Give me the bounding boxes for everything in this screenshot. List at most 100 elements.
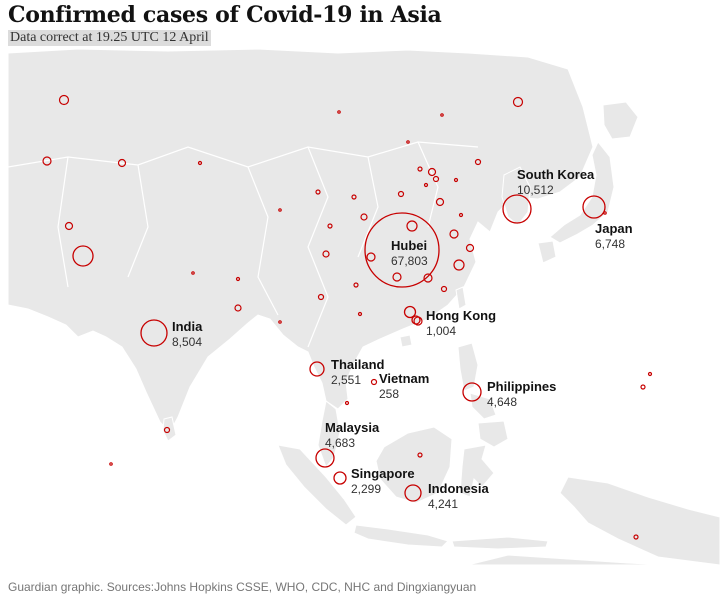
pakistan-marker [72, 245, 94, 267]
new-guinea [559, 476, 720, 565]
malaysia-label-value: 4,683 [325, 436, 355, 450]
case-marker [647, 371, 653, 377]
case-marker [432, 175, 440, 183]
case-marker [397, 190, 405, 198]
map-labels: Hubei 67,803 South Korea 10,512 Japan 6,… [172, 167, 633, 511]
hong-kong-label-value: 1,004 [426, 324, 456, 338]
case-marker [440, 285, 448, 293]
thailand-label-value: 2,551 [331, 373, 361, 387]
case-marker [353, 282, 359, 288]
case-marker [423, 182, 429, 188]
malaysia-label-name: Malaysia [325, 420, 380, 435]
case-marker [235, 276, 241, 282]
land-layer [8, 48, 720, 565]
singapore-label-value: 2,299 [351, 482, 381, 496]
case-marker [315, 189, 321, 195]
case-marker [440, 113, 444, 117]
source-footer: Guardian graphic. Sources:Johns Hopkins … [8, 580, 477, 594]
sulawesi [459, 444, 495, 498]
chart-subtitle: Data correct at 19.25 UTC 12 April [8, 30, 211, 46]
indonesia-label-value: 4,241 [428, 497, 458, 511]
mainland-asia [8, 48, 594, 433]
case-marker [453, 259, 465, 271]
case-marker [109, 462, 113, 466]
case-marker [458, 212, 464, 218]
hong-kong-marker [403, 305, 417, 319]
japan-label-value: 6,748 [595, 237, 625, 251]
macau-marker [411, 315, 421, 325]
india-label-value: 8,504 [172, 335, 202, 349]
case-marker [633, 534, 639, 540]
case-marker [370, 378, 378, 386]
case-marker [351, 194, 357, 200]
india-marker [140, 319, 168, 347]
malay-peninsula [317, 400, 341, 469]
philippines-label-name: Philippines [487, 379, 556, 394]
case-marker [406, 140, 410, 144]
malaysia-marker [315, 448, 335, 468]
border-lines [8, 141, 479, 348]
india-label-name: India [172, 319, 203, 334]
case-marker [465, 243, 475, 253]
thailand-marker [309, 361, 325, 377]
case-marker [512, 96, 524, 108]
asia-map: Hubei 67,803 South Korea 10,512 Japan 6,… [8, 47, 720, 565]
case-marker [417, 166, 423, 172]
case-marker [317, 293, 325, 301]
indonesia-marker [404, 484, 422, 502]
labeled-markers [72, 194, 606, 502]
japan-label-name: Japan [595, 221, 633, 236]
philippines-marker [462, 382, 482, 402]
case-marker [449, 229, 459, 239]
australia [467, 554, 669, 565]
case-marker [337, 110, 341, 114]
hong-kong-label-name: Hong Kong [426, 308, 496, 323]
case-marker [58, 94, 70, 106]
south-korea-marker [502, 194, 532, 224]
case-marker [640, 384, 646, 390]
case-marker [417, 452, 423, 458]
hainan [399, 334, 413, 348]
case-marker [453, 177, 459, 183]
case-marker [406, 220, 418, 232]
case-marker [64, 221, 74, 231]
south-korea-label-name: South Korea [517, 167, 595, 182]
thailand-label-name: Thailand [331, 357, 385, 372]
case-marker [322, 250, 330, 258]
japan-marker [582, 195, 606, 219]
japan-kyushu [537, 240, 557, 264]
borneo [375, 426, 453, 504]
hubei-label-name: Hubei [391, 238, 427, 253]
japan-hokkaido [602, 101, 639, 140]
taiwan [455, 286, 467, 310]
lesser-sunda [451, 536, 549, 550]
sumatra [277, 444, 357, 526]
case-marker [197, 160, 203, 166]
case-marker [234, 304, 242, 312]
philippines-mindanao [477, 420, 509, 448]
case-marker [474, 158, 482, 166]
case-marker [360, 213, 368, 221]
singapore-marker [333, 471, 347, 485]
case-marker [327, 223, 333, 229]
case-marker [191, 271, 195, 275]
case-marker [278, 208, 282, 212]
small-markers [42, 94, 653, 540]
case-marker [42, 156, 52, 166]
case-marker [435, 197, 445, 207]
case-marker [423, 273, 433, 283]
case-marker [163, 426, 171, 434]
vietnam-label-value: 258 [379, 387, 399, 401]
philippines-label-value: 4,648 [487, 395, 517, 409]
case-marker [357, 311, 363, 317]
hubei-marker [364, 212, 440, 288]
chart-title: Confirmed cases of Covid-19 in Asia [8, 2, 442, 28]
case-marker [117, 158, 127, 168]
hubei-label-value: 67,803 [391, 254, 428, 268]
case-marker [392, 272, 402, 282]
case-marker [278, 320, 282, 324]
indonesia-label-name: Indonesia [428, 481, 489, 496]
south-korea-label-value: 10,512 [517, 183, 554, 197]
case-marker [344, 400, 350, 406]
philippines-luzon [457, 342, 479, 392]
